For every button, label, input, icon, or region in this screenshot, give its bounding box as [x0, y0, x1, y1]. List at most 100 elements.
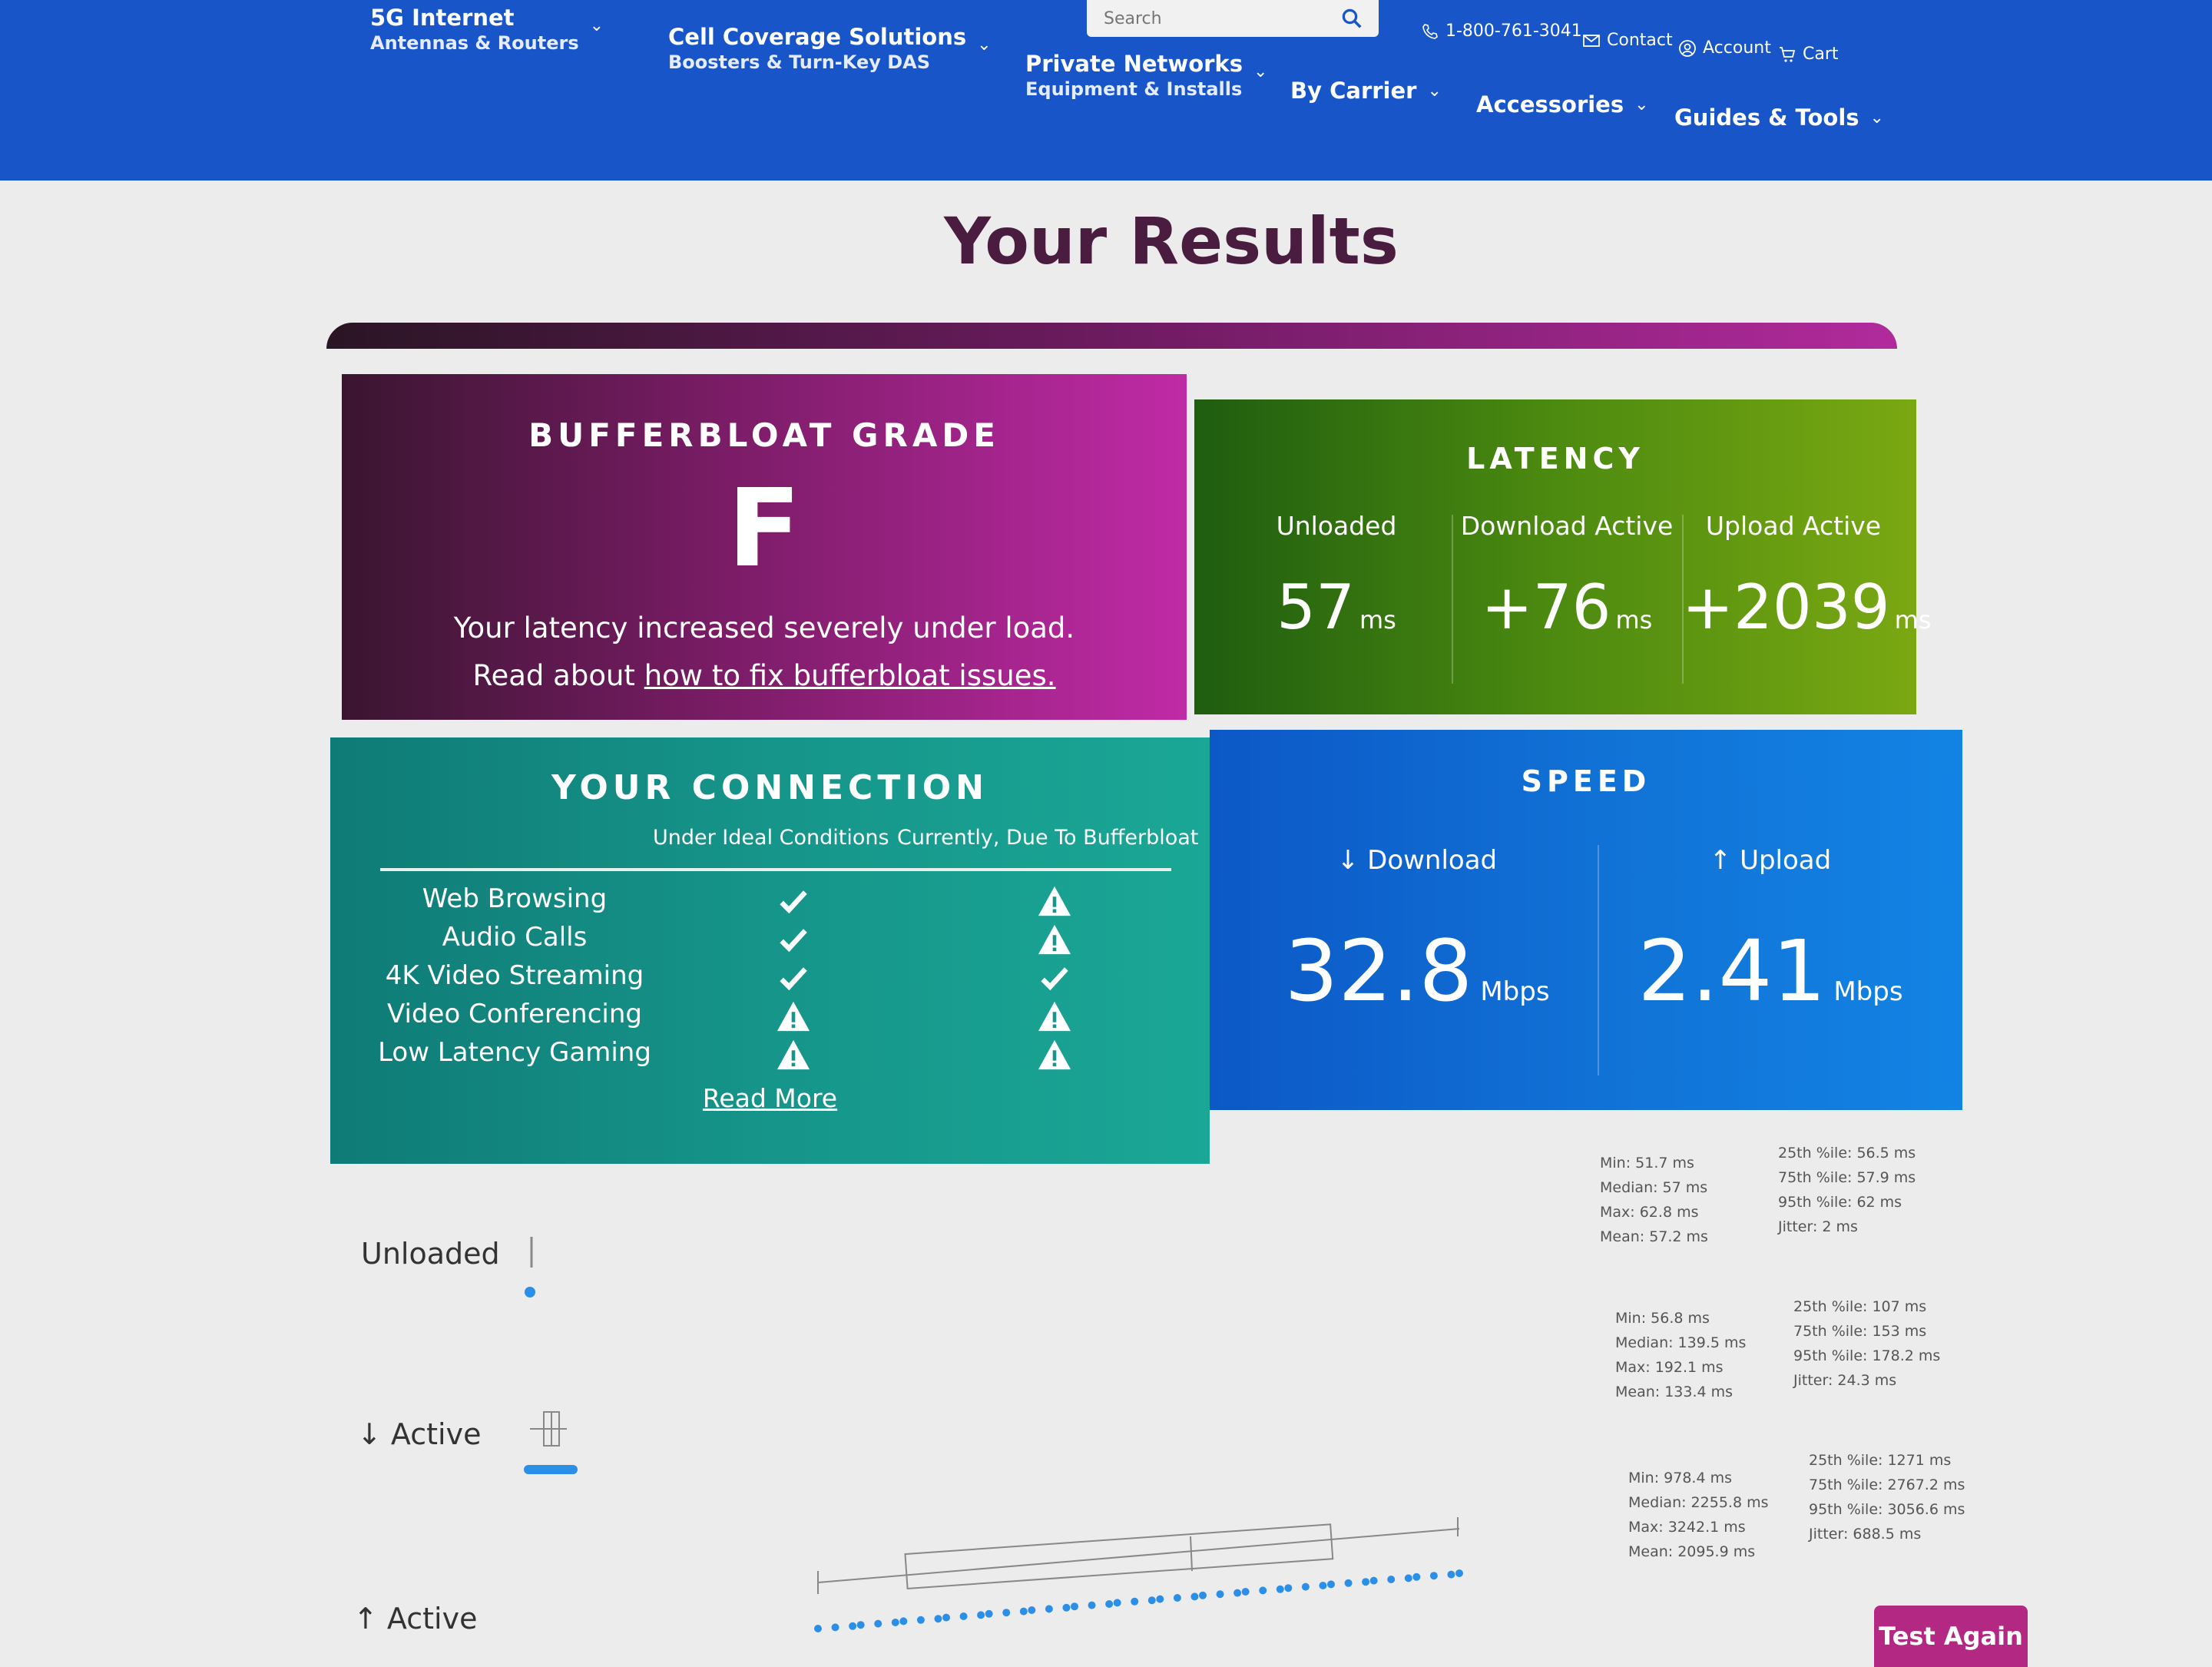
nav-item-title: Private Networks	[1025, 51, 1243, 77]
divider	[1682, 515, 1684, 684]
sample-dot	[1233, 1589, 1242, 1597]
stat-line: Median: 57 ms	[1600, 1179, 1708, 1196]
nav-item-private-networks[interactable]: Private Networks Equipment & Installs ⌄	[1025, 50, 1267, 101]
sample-dot	[1147, 1596, 1156, 1605]
nav-item-by-carrier[interactable]: By Carrier ⌄	[1290, 77, 1442, 104]
chevron-down-icon: ⌄	[1427, 81, 1442, 101]
stat-line: Jitter: 24.3 ms	[1793, 1372, 1897, 1389]
stat-line: 95th %ile: 62 ms	[1778, 1194, 1902, 1211]
speed-upload: ↑ Upload 2.41 Mbps	[1601, 845, 1939, 1020]
stat-line: Jitter: 2 ms	[1778, 1218, 1858, 1235]
sample-dot	[1105, 1600, 1114, 1608]
speed-value: 2.41	[1637, 922, 1826, 1020]
nav-item-title: Guides & Tools	[1674, 104, 1859, 131]
latency-unit: ms	[1359, 605, 1396, 635]
nav-item-title: 5G Internet	[370, 5, 515, 31]
search-icon[interactable]	[1340, 7, 1363, 30]
chevron-down-icon: ⌄	[977, 35, 992, 55]
chevron-down-icon: ⌄	[1869, 108, 1884, 128]
nav-item-5g-internet[interactable]: 5G Internet Antennas & Routers ⌄	[370, 4, 604, 55]
account-link[interactable]: Account	[1678, 38, 1771, 58]
grade-message: Your latency increased severely under lo…	[453, 611, 1075, 645]
check-icon	[776, 883, 814, 919]
account-label: Account	[1703, 38, 1771, 58]
phone-icon	[1422, 23, 1438, 39]
upload-active-samples	[814, 1569, 1463, 1632]
sample-dot	[1241, 1588, 1250, 1596]
read-more-link[interactable]: Read More	[702, 1083, 838, 1113]
speed-unit: Mbps	[1833, 976, 1903, 1007]
sample-dot	[1216, 1590, 1224, 1599]
upload-stats-left: Min: 978.4 ms Median: 2255.8 ms Max: 3242.…	[1628, 1466, 1768, 1564]
nav-item-subtitle: Equipment & Installs	[1025, 78, 1243, 100]
stat-line: 25th %ile: 1271 ms	[1809, 1452, 1952, 1469]
unloaded-box-plot	[525, 1237, 535, 1297]
sample-dot	[1284, 1584, 1293, 1592]
nav-item-subtitle: Boosters & Turn-Key DAS	[668, 51, 931, 73]
contact-label: Contact	[1607, 31, 1673, 50]
stat-line: 95th %ile: 3056.6 ms	[1809, 1501, 1965, 1518]
stat-line: Max: 3242.1 ms	[1628, 1519, 1746, 1536]
speed-value: 32.8	[1284, 922, 1473, 1020]
sample-dot	[849, 1622, 857, 1630]
download-active-box-plot	[524, 1411, 578, 1474]
nav-item-guides-tools[interactable]: Guides & Tools ⌄	[1674, 104, 1884, 131]
column-header-current: Currently, Due To Bufferbloat	[897, 826, 1199, 850]
latency-heading: LATENCY	[1466, 442, 1644, 476]
stat-line: Min: 51.7 ms	[1600, 1155, 1694, 1172]
latency-upload-active: Upload Active +2039 ms	[1682, 511, 1931, 643]
sample-dot	[1156, 1595, 1164, 1603]
connection-row: Web Browsing	[376, 883, 1190, 922]
connection-row-label: Web Browsing	[422, 883, 608, 914]
cart-link[interactable]: Cart	[1778, 45, 1839, 64]
sample-dot	[1301, 1582, 1310, 1591]
stat-line: 25th %ile: 107 ms	[1793, 1298, 1927, 1315]
stat-line: Max: 192.1 ms	[1615, 1359, 1724, 1376]
column-header-ideal: Under Ideal Conditions	[653, 826, 889, 850]
phone-number: 1-800-761-3041	[1445, 22, 1582, 41]
contact-link[interactable]: Contact	[1582, 31, 1673, 50]
chevron-down-icon: ⌄	[1634, 95, 1649, 114]
nav-item-accessories[interactable]: Accessories ⌄	[1476, 91, 1649, 118]
sample-dot	[1088, 1601, 1096, 1609]
header-divider	[380, 868, 1171, 871]
sample-dot	[1429, 1572, 1438, 1580]
test-again-button[interactable]: Test Again	[1874, 1606, 2028, 1667]
connection-row-label: Audio Calls	[442, 922, 588, 953]
cart-label: Cart	[1803, 45, 1839, 64]
phone-link[interactable]: 1-800-761-3041	[1421, 22, 1582, 41]
stat-line: 25th %ile: 56.5 ms	[1778, 1145, 1916, 1162]
sample-dot	[977, 1611, 985, 1619]
sample-dot	[1344, 1579, 1353, 1587]
nav-item-cell-coverage[interactable]: Cell Coverage Solutions Boosters & Turn-…	[668, 23, 992, 74]
fix-bufferbloat-link[interactable]: how to fix bufferbloat issues.	[644, 659, 1056, 692]
sample-dot	[1173, 1594, 1181, 1602]
sample-dot	[942, 1613, 950, 1622]
latency-label: Upload Active	[1705, 511, 1882, 541]
sample-dot	[916, 1616, 925, 1624]
stat-line: Max: 62.8 ms	[1600, 1204, 1699, 1221]
sample-dot	[899, 1617, 908, 1626]
grade-message-block: Your latency increased severely under lo…	[342, 605, 1187, 700]
grade-read-line: Read about how to fix bufferbloat issues…	[342, 652, 1187, 700]
sample-dot	[1412, 1573, 1421, 1581]
cart-icon	[1780, 46, 1796, 62]
latency-box-plots	[524, 1237, 1463, 1632]
download-stats-left: Min: 56.8 ms Median: 139.5 ms Max: 192.1 m…	[1615, 1306, 1746, 1404]
latency-label: Unloaded	[1276, 511, 1397, 541]
sample-dot	[1131, 1597, 1139, 1606]
latency-value: +76	[1481, 572, 1611, 643]
sample-dot	[1199, 1591, 1207, 1599]
sample-dot	[1062, 1603, 1071, 1612]
sample-dot	[1455, 1569, 1463, 1577]
stat-line: Median: 2255.8 ms	[1628, 1494, 1769, 1511]
download-stats-right: 25th %ile: 107 ms 75th %ile: 153 ms 95th %…	[1793, 1294, 1940, 1393]
search-box[interactable]	[1087, 0, 1379, 37]
connection-row: Low Latency Gaming	[376, 1037, 1190, 1075]
check-icon	[1037, 960, 1075, 996]
latency-label: Download Active	[1460, 511, 1674, 541]
divider	[1598, 845, 1599, 1075]
search-input[interactable]	[1102, 8, 1320, 29]
bufferbloat-grade-card: BUFFERBLOAT GRADE F Your latency increas…	[342, 374, 1187, 720]
sample-dot	[1190, 1592, 1199, 1601]
